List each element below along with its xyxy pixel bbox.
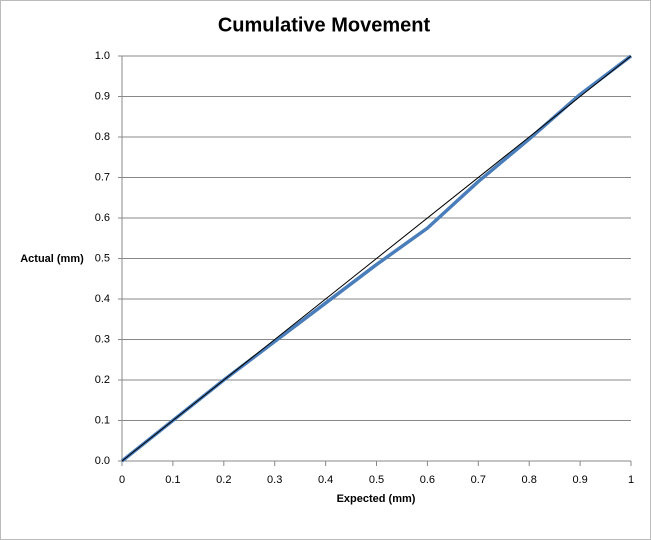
y-tick-label: 0.5 [95, 252, 110, 264]
chart-title: Cumulative Movement [218, 14, 431, 36]
x-tick-label: 0.2 [216, 474, 231, 486]
x-tick-label: 0.3 [267, 474, 282, 486]
y-tick-label: 0.9 [95, 90, 110, 102]
x-tick-label: 0.1 [165, 474, 180, 486]
data-line [121, 55, 632, 462]
x-tick-label: 0.5 [369, 474, 384, 486]
y-tick-label: 0.8 [95, 131, 110, 143]
x-tick-label: 0.6 [420, 474, 435, 486]
y-tick-label: 0.7 [95, 171, 110, 183]
x-axis-title: Expected (mm) [337, 493, 416, 505]
x-tick-label: 0.8 [522, 474, 537, 486]
y-tick-label: 1.0 [95, 50, 110, 62]
y-tick-label: 0.2 [95, 374, 110, 386]
x-tick-label: 1 [628, 474, 634, 486]
x-tick-label: 0.7 [471, 474, 486, 486]
x-tick-label: 0 [119, 474, 125, 486]
y-tick-label: 0.4 [95, 293, 110, 305]
y-tick-label: 0.1 [95, 414, 110, 426]
x-tick-label: 0.9 [572, 474, 587, 486]
y-tick-label: 0.0 [95, 455, 110, 467]
y-axis-title: Actual (mm) [20, 253, 84, 265]
y-tick-label: 0.6 [95, 212, 110, 224]
x-tick-label: 0.4 [318, 474, 333, 486]
y-tick-label: 0.3 [95, 333, 110, 345]
